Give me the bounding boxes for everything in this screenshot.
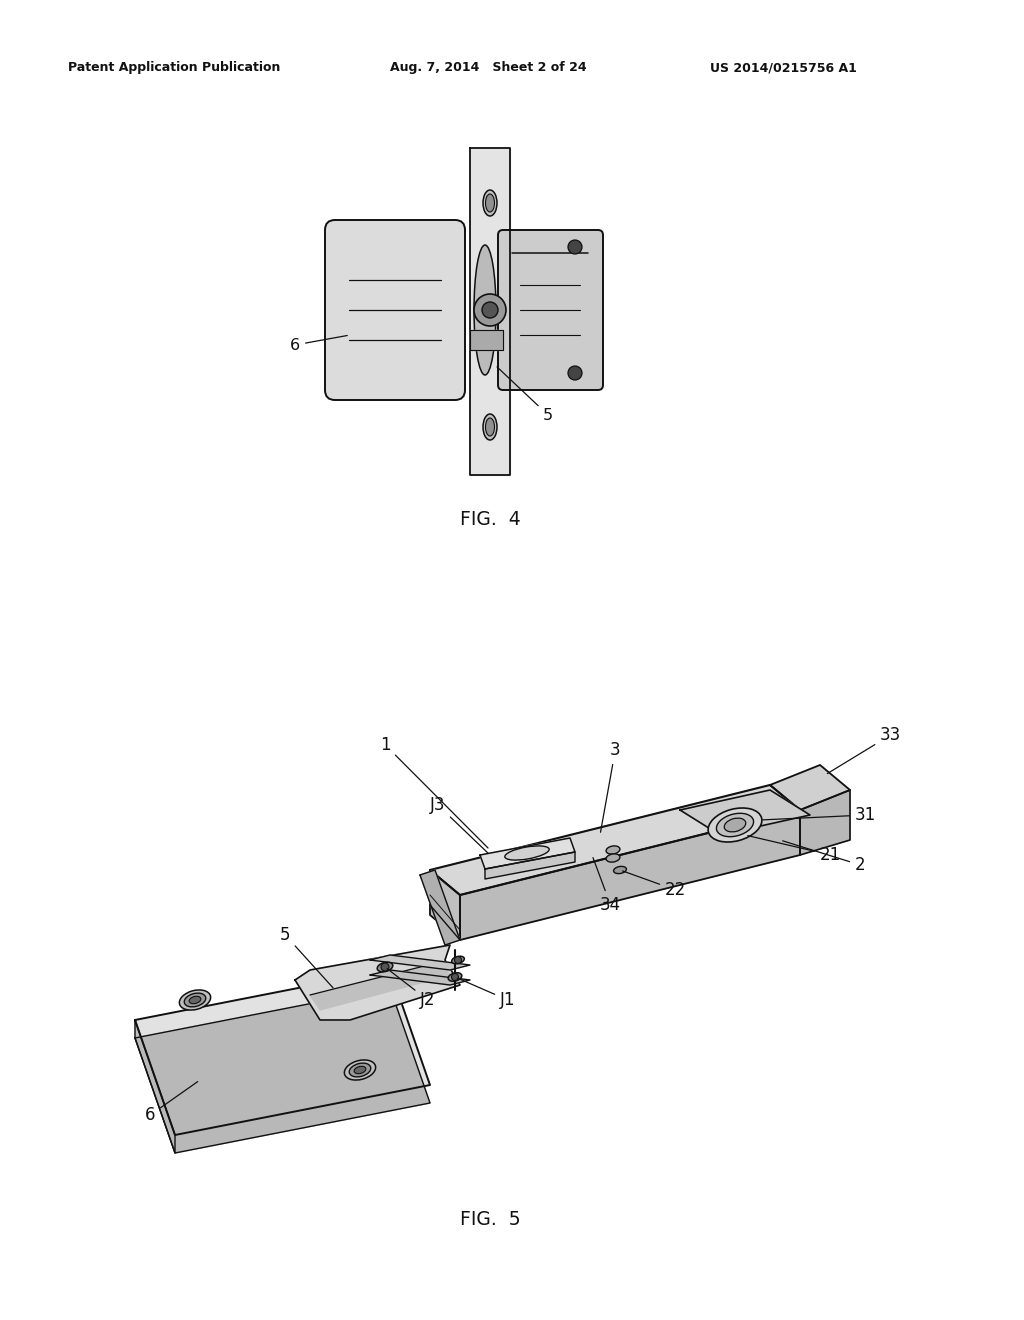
Polygon shape — [135, 987, 430, 1152]
Polygon shape — [430, 785, 800, 895]
FancyBboxPatch shape — [498, 230, 603, 389]
Text: Patent Application Publication: Patent Application Publication — [68, 62, 281, 74]
Text: 21: 21 — [748, 836, 842, 865]
FancyBboxPatch shape — [325, 220, 465, 400]
Ellipse shape — [474, 246, 496, 375]
Circle shape — [381, 964, 389, 972]
Text: Aug. 7, 2014   Sheet 2 of 24: Aug. 7, 2014 Sheet 2 of 24 — [390, 62, 587, 74]
Ellipse shape — [179, 990, 211, 1010]
Ellipse shape — [483, 414, 497, 440]
Circle shape — [452, 974, 459, 981]
Polygon shape — [470, 330, 503, 350]
Ellipse shape — [344, 1060, 376, 1080]
Circle shape — [568, 240, 582, 253]
Polygon shape — [480, 838, 575, 869]
Polygon shape — [680, 789, 810, 836]
Ellipse shape — [606, 846, 620, 854]
Ellipse shape — [449, 973, 462, 981]
Polygon shape — [135, 1020, 175, 1152]
Text: US 2014/0215756 A1: US 2014/0215756 A1 — [710, 62, 857, 74]
Polygon shape — [485, 851, 575, 879]
Polygon shape — [800, 789, 850, 855]
Polygon shape — [770, 766, 850, 810]
Circle shape — [474, 294, 506, 326]
Ellipse shape — [189, 997, 201, 1003]
Polygon shape — [295, 945, 460, 1020]
Text: 1: 1 — [380, 737, 488, 847]
Ellipse shape — [606, 854, 620, 862]
Polygon shape — [135, 970, 430, 1135]
Text: 2: 2 — [782, 841, 865, 874]
Ellipse shape — [184, 993, 206, 1007]
Ellipse shape — [505, 846, 549, 861]
Text: 5: 5 — [497, 367, 553, 422]
Polygon shape — [370, 970, 470, 985]
Polygon shape — [470, 148, 510, 475]
Ellipse shape — [354, 1067, 366, 1073]
Text: J1: J1 — [458, 978, 515, 1008]
Text: FIG.  5: FIG. 5 — [460, 1210, 520, 1229]
Polygon shape — [430, 870, 460, 940]
Text: J3: J3 — [430, 796, 488, 853]
Text: 6: 6 — [145, 1081, 198, 1125]
Text: 31: 31 — [763, 807, 877, 824]
Ellipse shape — [377, 962, 393, 972]
Text: J2: J2 — [387, 969, 435, 1008]
Text: 5: 5 — [280, 927, 333, 987]
Ellipse shape — [452, 956, 464, 964]
Ellipse shape — [349, 1063, 371, 1077]
Polygon shape — [460, 810, 800, 940]
Polygon shape — [420, 870, 460, 945]
Text: 3: 3 — [600, 741, 621, 833]
Polygon shape — [370, 954, 470, 970]
Ellipse shape — [613, 866, 627, 874]
Text: 6: 6 — [290, 335, 347, 352]
Circle shape — [568, 366, 582, 380]
Circle shape — [482, 302, 498, 318]
Ellipse shape — [717, 813, 754, 837]
Ellipse shape — [483, 190, 497, 216]
Text: 33: 33 — [827, 726, 901, 774]
Text: 34: 34 — [593, 858, 622, 913]
Text: 22: 22 — [623, 871, 686, 899]
Ellipse shape — [724, 818, 745, 832]
Ellipse shape — [709, 808, 762, 842]
Ellipse shape — [485, 194, 495, 213]
Circle shape — [455, 957, 462, 964]
Polygon shape — [310, 962, 450, 1010]
Text: FIG.  4: FIG. 4 — [460, 510, 520, 529]
Ellipse shape — [485, 418, 495, 436]
